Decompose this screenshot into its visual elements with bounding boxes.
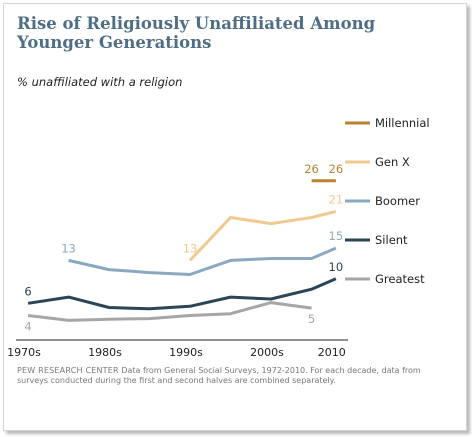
data-label: 26 (329, 162, 344, 176)
data-label: 4 (24, 320, 31, 334)
source-org: PEW RESEARCH CENTER (17, 366, 119, 375)
source-note: PEW RESEARCH CENTER Data from General So… (17, 366, 435, 386)
series-line-greatest (27, 301, 312, 322)
legend-label: Gen X (375, 155, 410, 169)
x-tick-label: 1970s (7, 346, 41, 359)
line-chart: 1970s 1980s 1990s 2000s 2010 26 26 13 21 13 15 6 10 4… (7, 116, 430, 359)
chart-subtitle: % unaffiliated with a religion (17, 75, 183, 89)
x-tick-label: 1990s (169, 346, 203, 359)
x-tick-label: 2010 (318, 346, 346, 359)
data-label: 13 (61, 241, 76, 255)
x-tick-label: 1980s (88, 346, 122, 359)
legend-label: Silent (375, 233, 408, 247)
series-line-silent (27, 277, 337, 311)
data-label: 5 (308, 312, 315, 326)
legend-label: Millennial (375, 116, 430, 130)
data-label: 21 (329, 192, 344, 206)
source-text: Data from General Social Surveys, 1972-2… (17, 366, 421, 385)
x-tick-label: 2000s (250, 346, 284, 359)
series-line-gen-x (188, 209, 337, 262)
data-label: 10 (329, 260, 344, 274)
data-label: 13 (183, 241, 198, 255)
data-label: 26 (304, 162, 319, 176)
legend-label: Boomer (375, 194, 420, 208)
chart-frame: Rise of Religiously Unaffiliated Among Y… (3, 3, 467, 431)
data-label: 15 (329, 229, 344, 243)
series-line-boomer (68, 246, 337, 276)
data-label: 6 (24, 284, 31, 298)
chart-title: Rise of Religiously Unaffiliated Among Y… (17, 14, 376, 52)
legend-label: Greatest (375, 272, 425, 286)
